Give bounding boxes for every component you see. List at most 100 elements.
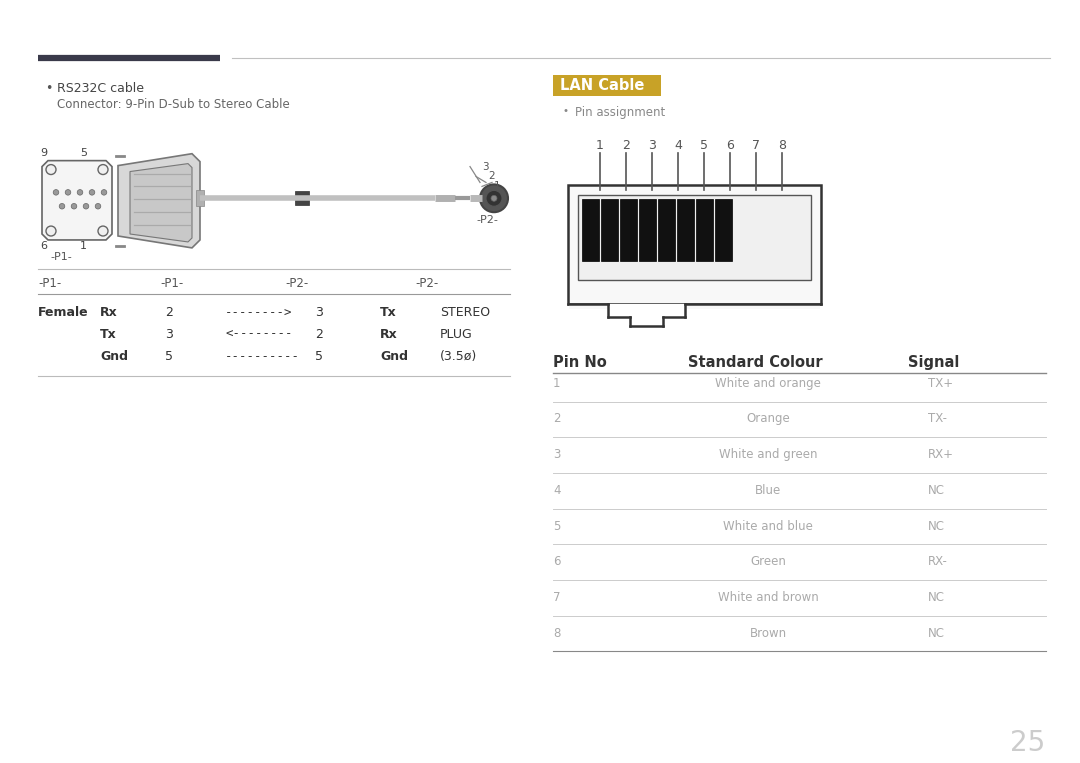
Text: White and green: White and green xyxy=(719,448,818,461)
Text: 6: 6 xyxy=(40,241,48,251)
Text: Connector: 9-Pin D-Sub to Stereo Cable: Connector: 9-Pin D-Sub to Stereo Cable xyxy=(57,98,289,111)
Text: 5: 5 xyxy=(315,350,323,363)
Text: 3: 3 xyxy=(553,448,561,461)
Text: 6: 6 xyxy=(553,555,561,568)
Bar xyxy=(553,76,661,96)
Text: Pin No: Pin No xyxy=(553,355,607,370)
Circle shape xyxy=(90,189,95,195)
Text: •: • xyxy=(563,106,569,116)
Text: 1: 1 xyxy=(494,182,501,192)
Bar xyxy=(639,199,656,261)
Text: Green: Green xyxy=(751,555,786,568)
Polygon shape xyxy=(118,153,200,248)
Bar xyxy=(195,191,204,206)
Text: NC: NC xyxy=(928,591,945,604)
Text: 3: 3 xyxy=(648,139,656,152)
Bar xyxy=(715,199,732,261)
Text: PLUG: PLUG xyxy=(440,328,473,341)
Circle shape xyxy=(95,204,100,209)
Text: 7: 7 xyxy=(752,139,760,152)
Text: 2: 2 xyxy=(315,328,323,341)
Text: <--------: <-------- xyxy=(225,328,293,341)
Text: 3: 3 xyxy=(165,328,173,341)
Text: 7: 7 xyxy=(553,591,561,604)
Bar xyxy=(677,199,694,261)
Text: 8: 8 xyxy=(778,139,786,152)
Circle shape xyxy=(71,204,77,209)
Circle shape xyxy=(77,189,83,195)
Text: TX-: TX- xyxy=(928,413,947,426)
Text: NC: NC xyxy=(928,626,945,639)
Text: 1: 1 xyxy=(80,241,87,251)
Text: 4: 4 xyxy=(553,484,561,497)
Bar xyxy=(582,199,599,261)
Text: 2: 2 xyxy=(488,172,495,182)
Text: (3.5ø): (3.5ø) xyxy=(440,350,477,363)
Bar xyxy=(295,192,309,205)
Text: Pin assignment: Pin assignment xyxy=(575,106,665,119)
Text: LAN Cable: LAN Cable xyxy=(561,79,645,93)
Bar xyxy=(578,195,811,279)
Text: Orange: Orange xyxy=(746,413,789,426)
Text: White and brown: White and brown xyxy=(717,591,819,604)
Bar xyxy=(600,199,618,261)
Text: •: • xyxy=(45,82,52,95)
Text: 9: 9 xyxy=(40,148,48,158)
Text: 5: 5 xyxy=(553,520,561,533)
Text: Tx: Tx xyxy=(380,307,396,320)
Text: 3: 3 xyxy=(315,307,323,320)
Text: 6: 6 xyxy=(726,139,734,152)
Text: Blue: Blue xyxy=(755,484,781,497)
Text: Signal: Signal xyxy=(908,355,959,370)
Text: -P1-: -P1- xyxy=(50,252,71,262)
Text: -P1-: -P1- xyxy=(160,277,184,290)
Text: RS232C cable: RS232C cable xyxy=(57,82,144,95)
Text: Gnd: Gnd xyxy=(100,350,129,363)
Text: -P2-: -P2- xyxy=(476,215,498,225)
Circle shape xyxy=(480,185,508,212)
Text: NC: NC xyxy=(928,520,945,533)
Text: White and blue: White and blue xyxy=(724,520,813,533)
Circle shape xyxy=(102,189,107,195)
Text: Brown: Brown xyxy=(750,626,786,639)
Text: 25: 25 xyxy=(1010,729,1045,757)
Text: 5: 5 xyxy=(165,350,173,363)
Text: 2: 2 xyxy=(553,413,561,426)
Circle shape xyxy=(98,226,108,236)
Bar xyxy=(608,304,685,328)
Text: 5: 5 xyxy=(700,139,708,152)
Circle shape xyxy=(98,165,108,175)
Polygon shape xyxy=(42,161,112,240)
Text: ----------: ---------- xyxy=(225,350,300,363)
Bar xyxy=(696,199,713,261)
Bar xyxy=(568,185,821,304)
Text: RX-: RX- xyxy=(928,555,948,568)
Text: Tx: Tx xyxy=(100,328,117,341)
Text: 5: 5 xyxy=(80,148,87,158)
Polygon shape xyxy=(130,163,192,242)
Text: 2: 2 xyxy=(622,139,630,152)
Text: 4: 4 xyxy=(674,139,681,152)
Text: RX+: RX+ xyxy=(928,448,954,461)
Text: -P1-: -P1- xyxy=(38,277,62,290)
Circle shape xyxy=(83,204,89,209)
Text: Gnd: Gnd xyxy=(380,350,408,363)
Text: Standard Colour: Standard Colour xyxy=(688,355,823,370)
Bar xyxy=(569,304,820,309)
Text: Rx: Rx xyxy=(100,307,118,320)
Text: NC: NC xyxy=(928,484,945,497)
Circle shape xyxy=(491,195,497,201)
Text: 2: 2 xyxy=(165,307,173,320)
Text: 3: 3 xyxy=(482,162,488,172)
Text: 8: 8 xyxy=(553,626,561,639)
Circle shape xyxy=(59,204,65,209)
Text: White and orange: White and orange xyxy=(715,377,821,390)
Circle shape xyxy=(53,189,58,195)
Circle shape xyxy=(46,226,56,236)
Text: -P2-: -P2- xyxy=(285,277,308,290)
Text: TX+: TX+ xyxy=(928,377,954,390)
Text: Rx: Rx xyxy=(380,328,397,341)
Circle shape xyxy=(46,165,56,175)
Text: -------->: --------> xyxy=(225,307,293,320)
Bar xyxy=(620,199,637,261)
